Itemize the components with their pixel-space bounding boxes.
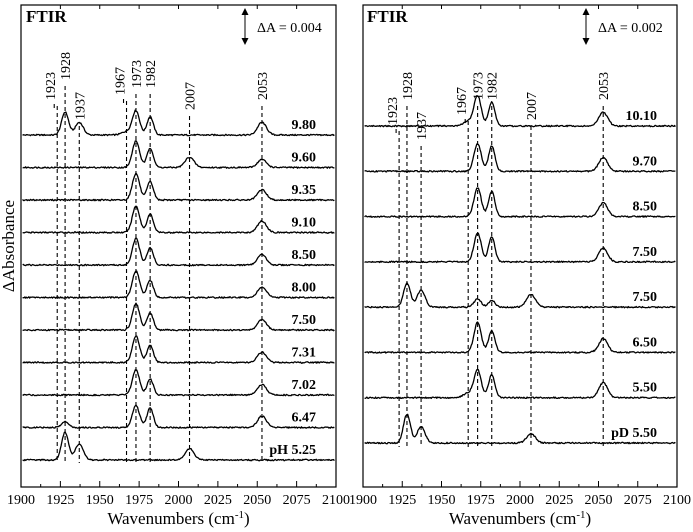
x-tick-label: 2100 bbox=[663, 493, 691, 508]
panel-1: FTIR ΔA = 0.004 1900 1925 1950 1975 2000 2025 20… bbox=[0, 4, 350, 528]
peak-label: 2053 bbox=[256, 72, 271, 100]
x-tick-label: 2050 bbox=[243, 493, 271, 508]
peak-label: 1923 bbox=[386, 97, 401, 125]
trace-label: 7.50 bbox=[292, 313, 317, 328]
panel-title: FTIR bbox=[367, 7, 408, 26]
peak-label: 1982 bbox=[486, 72, 501, 100]
x-tick-label: 2000 bbox=[165, 493, 193, 508]
panel-title: FTIR bbox=[26, 7, 67, 26]
spectrum-trace bbox=[364, 281, 676, 309]
trace-label: 7.31 bbox=[292, 346, 317, 361]
peak-label: 1928 bbox=[59, 52, 74, 80]
spectrum-trace bbox=[22, 140, 335, 169]
x-tick-label: 1950 bbox=[428, 493, 456, 508]
peak-bracket bbox=[395, 129, 400, 134]
spectrum-trace bbox=[364, 143, 676, 173]
spectrum-trace bbox=[364, 95, 676, 128]
x-tick-label: 1925 bbox=[388, 493, 416, 508]
peak-label: 1982 bbox=[144, 60, 159, 88]
spectrum-trace bbox=[364, 368, 676, 400]
spectrum-trace bbox=[364, 413, 676, 445]
x-axis-label: Wavenumbers (cm-1) bbox=[449, 509, 591, 528]
x-tick-label: 2025 bbox=[204, 493, 232, 508]
trace-label: 9.10 bbox=[292, 216, 317, 231]
peak-label: 1973 bbox=[130, 60, 145, 88]
spectrum-trace bbox=[22, 237, 335, 267]
trace-label: 7.02 bbox=[292, 378, 317, 393]
x-tick-label: 2000 bbox=[506, 493, 534, 508]
spectrum-trace bbox=[22, 404, 335, 429]
trace-label: pH 5.25 bbox=[269, 443, 316, 458]
trace-label: 8.00 bbox=[292, 281, 317, 296]
spectrum-trace bbox=[364, 321, 676, 354]
x-tick-label: 1925 bbox=[46, 493, 74, 508]
trace-label: 10.10 bbox=[626, 109, 658, 124]
spectrum-trace bbox=[22, 335, 335, 364]
trace-label: 7.50 bbox=[633, 245, 658, 260]
peak-label: 1967 bbox=[114, 67, 129, 95]
peak-bracket bbox=[464, 119, 469, 124]
peak-bracket bbox=[122, 99, 127, 104]
trace-label: 8.50 bbox=[292, 248, 317, 263]
x-tick-label: 2075 bbox=[283, 493, 311, 508]
scale-bar: ΔA = 0.002 bbox=[582, 8, 663, 45]
peak-label: 2007 bbox=[525, 92, 540, 120]
scale-bar-label: ΔA = 0.004 bbox=[257, 21, 322, 36]
y-axis-label: ΔAbsorbance bbox=[0, 200, 18, 292]
peak-label: 1937 bbox=[73, 92, 88, 120]
trace-label: 9.60 bbox=[292, 151, 317, 166]
panel-2: FTIR ΔA = 0.002 1900 1925 1950 1975 2000 2025 20… bbox=[349, 4, 691, 528]
x-tick-label: 1950 bbox=[86, 493, 114, 508]
peak-label: 1923 bbox=[44, 72, 59, 100]
spectrum-trace bbox=[22, 205, 335, 234]
x-axis-label: Wavenumbers (cm-1) bbox=[107, 509, 249, 528]
x-tick-label: 2050 bbox=[585, 493, 613, 508]
trace-label: 9.35 bbox=[292, 183, 317, 198]
x-tick-label: 1975 bbox=[125, 493, 153, 508]
x-tick-label: 1900 bbox=[349, 493, 377, 508]
spectrum-trace bbox=[364, 187, 676, 218]
spectrum-trace bbox=[22, 302, 335, 332]
spectrum-trace bbox=[22, 431, 335, 462]
trace-label: 9.70 bbox=[633, 154, 658, 169]
spectrum-trace bbox=[22, 270, 335, 299]
trace-label: 5.50 bbox=[633, 381, 658, 396]
x-tick-label: 1900 bbox=[7, 493, 35, 508]
spectrum-trace bbox=[22, 172, 335, 202]
scale-bar: ΔA = 0.004 bbox=[241, 8, 322, 45]
trace-label: 6.50 bbox=[633, 335, 658, 350]
peak-label: 1928 bbox=[401, 72, 416, 100]
spectrum-trace bbox=[364, 232, 676, 264]
trace-label: 6.47 bbox=[292, 411, 317, 426]
trace-label: 9.80 bbox=[292, 118, 317, 133]
trace-label: 8.50 bbox=[633, 200, 658, 215]
spectrum-trace bbox=[22, 369, 335, 397]
spectrum-trace bbox=[22, 109, 335, 137]
peak-label: 2007 bbox=[184, 82, 199, 110]
x-tick-label: 2025 bbox=[545, 493, 573, 508]
x-tick-label: 2100 bbox=[322, 493, 350, 508]
peak-label: 2053 bbox=[597, 72, 612, 100]
x-tick-label: 1975 bbox=[467, 493, 495, 508]
x-tick-label: 2075 bbox=[624, 493, 652, 508]
trace-label: 7.50 bbox=[633, 290, 658, 305]
peak-label: 1973 bbox=[472, 72, 487, 100]
peak-label: 1967 bbox=[455, 87, 470, 115]
scale-bar-label: ΔA = 0.002 bbox=[598, 21, 663, 36]
peak-bracket bbox=[53, 104, 58, 109]
peak-label: 1937 bbox=[415, 112, 430, 140]
trace-label: pD 5.50 bbox=[611, 426, 657, 441]
